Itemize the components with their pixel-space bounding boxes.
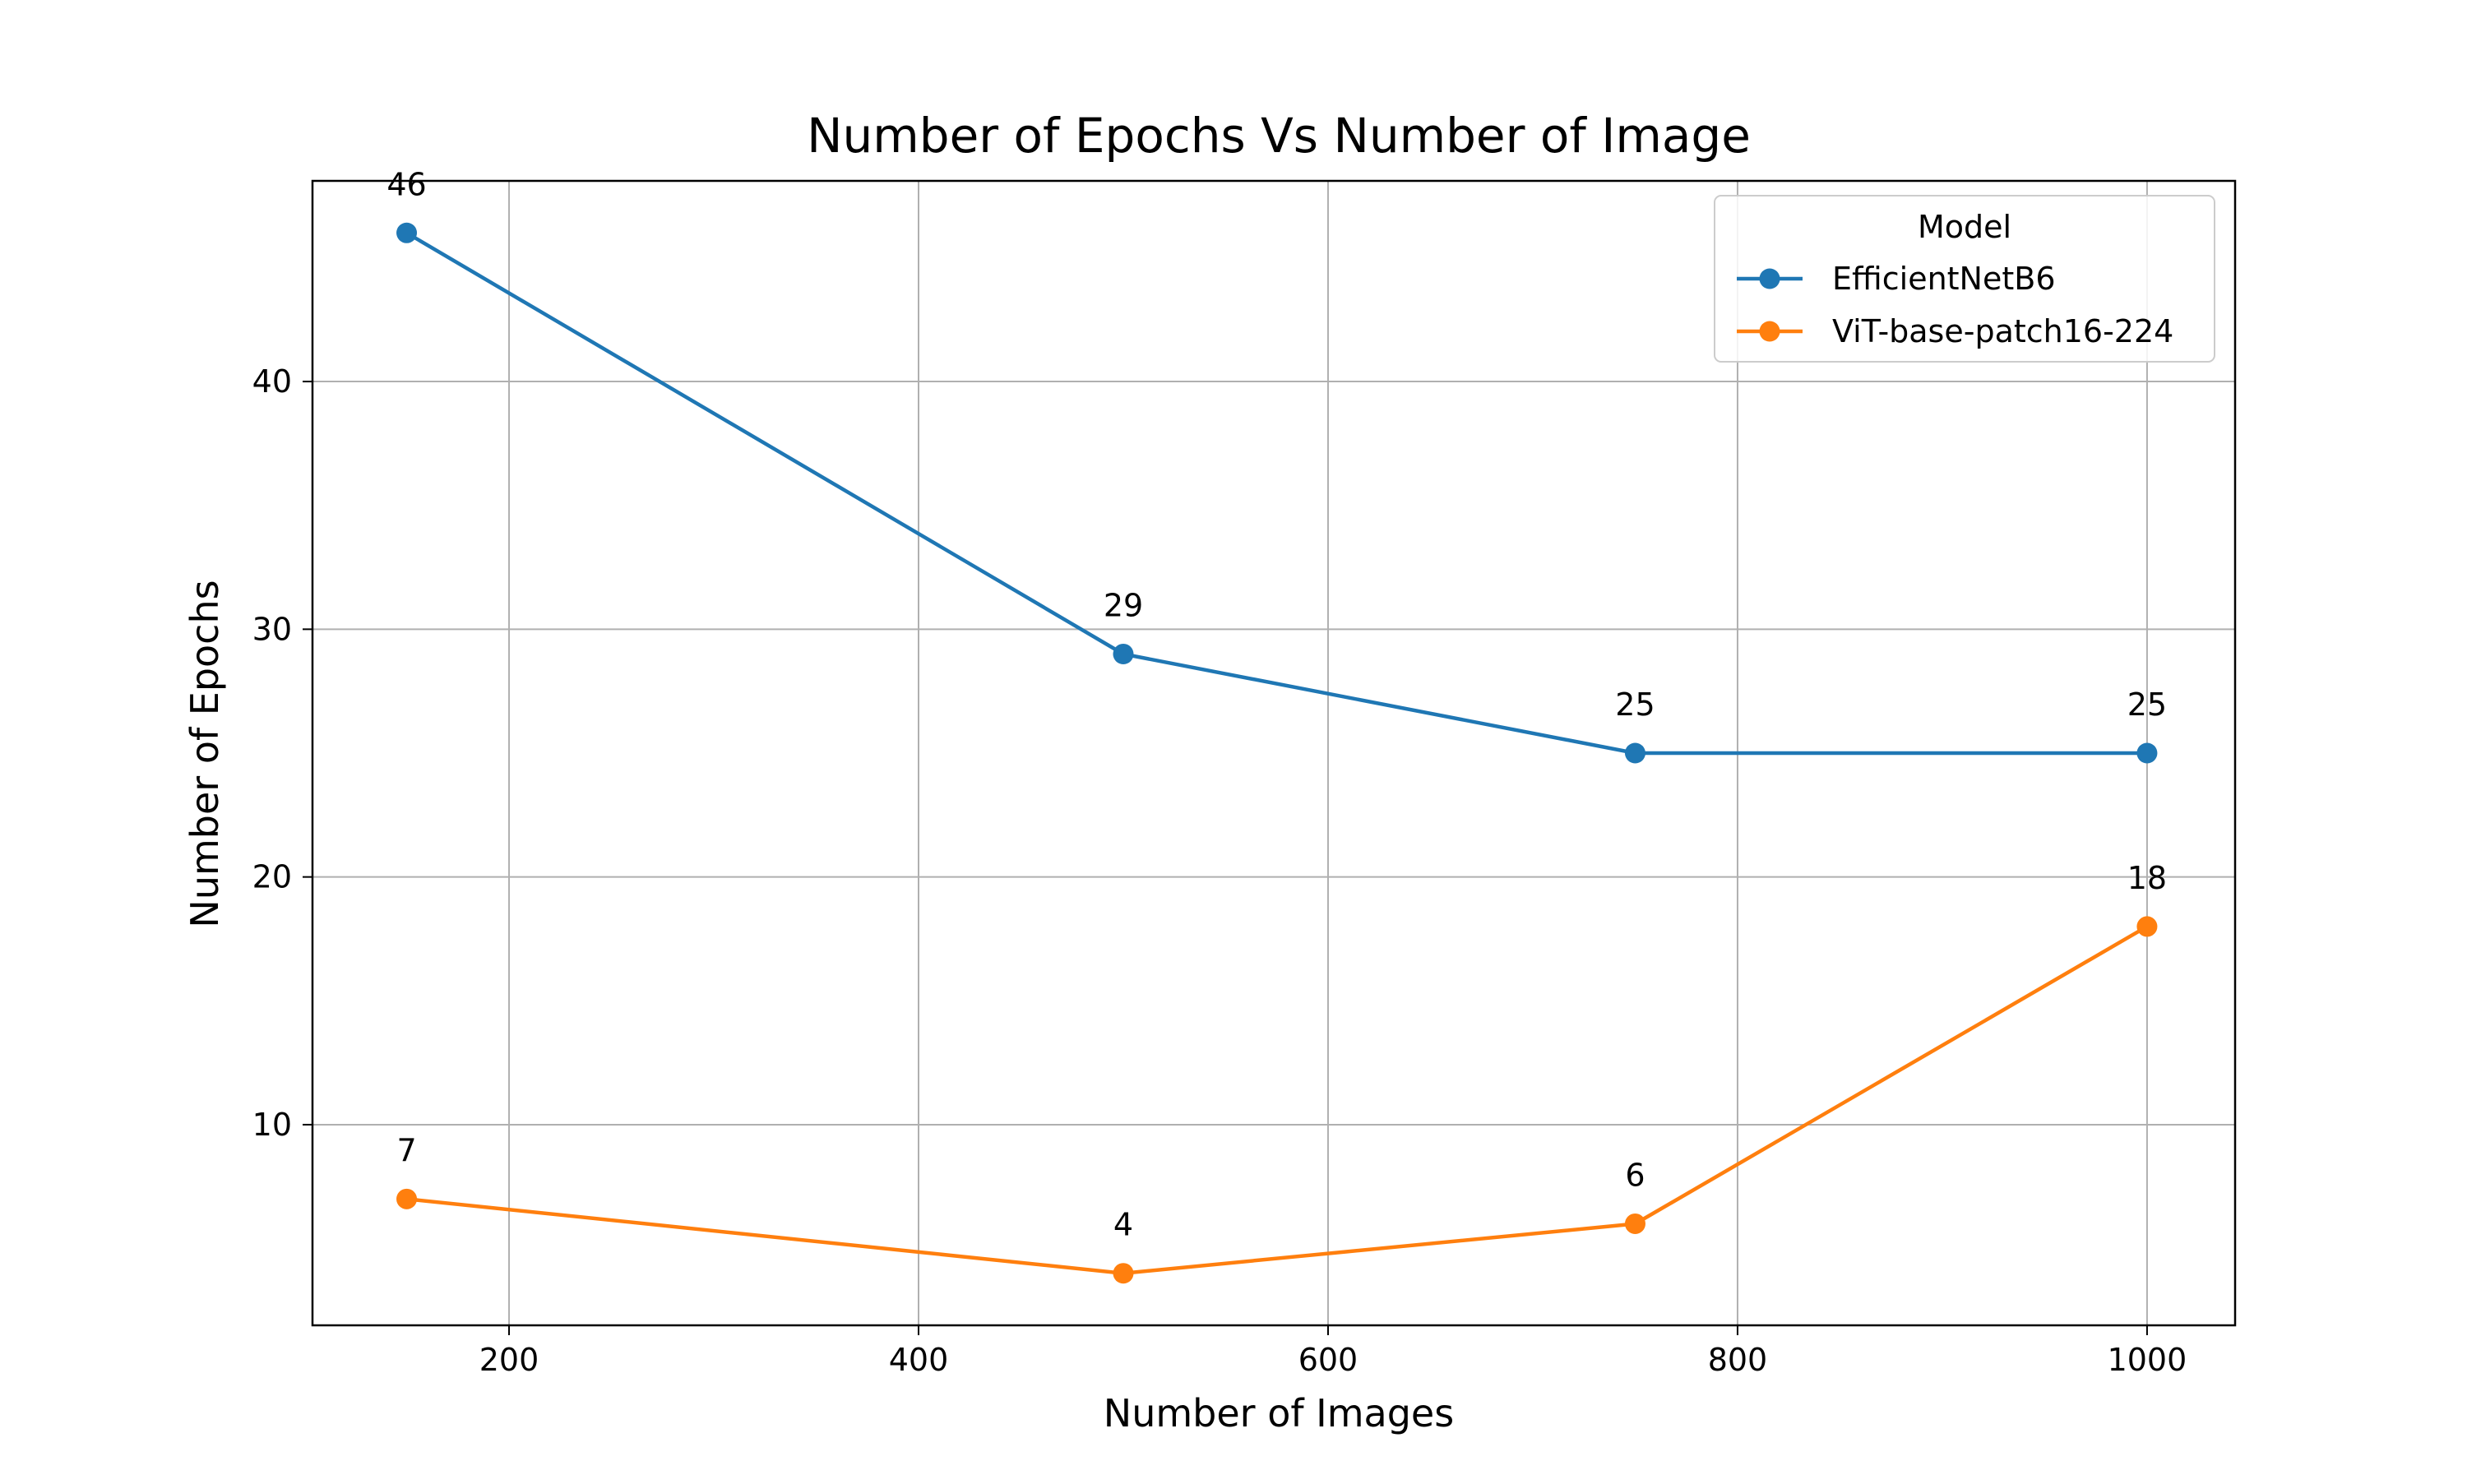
data-point-vit-base-patch16-224 bbox=[1113, 1263, 1134, 1284]
x-tick-label: 1000 bbox=[2108, 1342, 2187, 1378]
y-tick-label: 20 bbox=[252, 859, 292, 895]
data-label-vit-base-patch16-224: 18 bbox=[2127, 860, 2167, 896]
y-tick-label: 10 bbox=[252, 1107, 292, 1143]
series-layer bbox=[396, 222, 2158, 1284]
legend-marker-efficientnetb6 bbox=[1759, 268, 1780, 289]
y-tick-label: 30 bbox=[252, 611, 292, 647]
x-tick-label: 800 bbox=[1708, 1342, 1768, 1378]
series-line-vit-base-patch16-224 bbox=[406, 924, 2149, 1275]
data-label-vit-base-patch16-224: 6 bbox=[1625, 1157, 1645, 1193]
data-point-vit-base-patch16-224 bbox=[1624, 1213, 1645, 1234]
grid bbox=[312, 181, 2235, 1325]
data-point-efficientnetb6 bbox=[2136, 742, 2158, 764]
data-label-vit-base-patch16-224: 4 bbox=[1113, 1207, 1133, 1243]
chart-title: Number of Epochs Vs Number of Image bbox=[807, 108, 1751, 164]
x-tick-label: 600 bbox=[1298, 1342, 1358, 1378]
data-point-efficientnetb6 bbox=[396, 222, 418, 243]
data-label-efficientnetb6: 46 bbox=[386, 166, 426, 202]
series-line-efficientnetb6 bbox=[405, 231, 2147, 756]
data-point-vit-base-patch16-224 bbox=[396, 1188, 418, 1209]
axes-frame bbox=[311, 179, 2237, 1327]
data-label-efficientnetb6: 25 bbox=[1615, 687, 1655, 723]
y-axis-label: Number of Epochs bbox=[183, 580, 227, 927]
data-point-efficientnetb6 bbox=[1624, 742, 1645, 764]
legend-title: Model bbox=[1918, 209, 2011, 245]
data-label-vit-base-patch16-224: 7 bbox=[396, 1132, 416, 1168]
axis-ticks: 200 400 600 800 1000 10 20 30 40 bbox=[252, 363, 2187, 1378]
x-tick-label: 400 bbox=[889, 1342, 949, 1378]
data-point-vit-base-patch16-224 bbox=[2136, 916, 2158, 937]
data-point-efficientnetb6 bbox=[1113, 643, 1134, 664]
x-axis-label: Number of Images bbox=[1104, 1391, 1454, 1435]
legend-label-vit-base-patch16-224: ViT-base-patch16-224 bbox=[1832, 313, 2173, 349]
data-label-efficientnetb6: 29 bbox=[1104, 587, 1143, 623]
legend-label-efficientnetb6: EfficientNetB6 bbox=[1832, 261, 2056, 297]
data-label-efficientnetb6: 25 bbox=[2127, 687, 2167, 723]
legend-marker-vit-base-patch16-224 bbox=[1759, 321, 1780, 342]
x-tick-label: 200 bbox=[479, 1342, 539, 1378]
legend-box bbox=[1714, 195, 2215, 363]
y-tick-label: 40 bbox=[252, 363, 292, 400]
legend: Model EfficientNetB6 ViT-base-patch16-224 bbox=[1714, 195, 2215, 363]
